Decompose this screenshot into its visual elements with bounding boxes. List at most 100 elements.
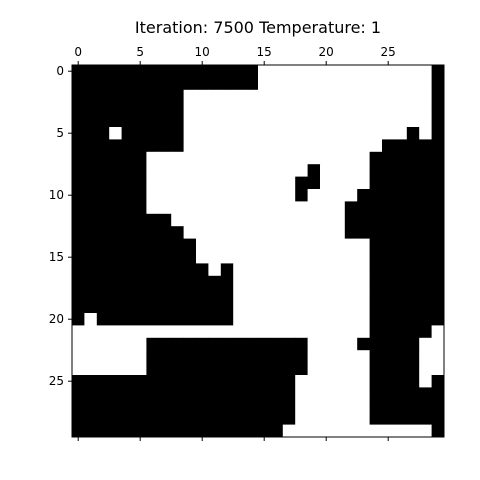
heatmap-cell: [344, 226, 358, 239]
heatmap-cell: [307, 189, 321, 202]
heatmap-cell: [183, 77, 197, 91]
heatmap-cell: [196, 288, 209, 301]
heatmap-cell: [134, 127, 147, 140]
x-tick-label: 15: [257, 45, 272, 59]
heatmap-cell: [196, 238, 209, 252]
heatmap-cell: [220, 412, 234, 425]
heatmap-cell: [84, 238, 98, 252]
heatmap-cell: [382, 89, 395, 103]
heatmap-cell: [171, 226, 184, 239]
heatmap-cell: [158, 139, 172, 153]
heatmap-cell: [171, 77, 184, 91]
heatmap-cell: [245, 424, 259, 438]
heatmap-cell: [282, 102, 296, 115]
heatmap-cell: [84, 127, 98, 140]
heatmap-cell: [382, 201, 395, 215]
heatmap-cell: [245, 114, 259, 128]
heatmap-cell: [158, 263, 172, 277]
heatmap-cell: [258, 226, 271, 239]
heatmap-cell: [258, 375, 271, 388]
heatmap-cell: [146, 251, 160, 264]
heatmap-cell: [220, 375, 234, 388]
heatmap-cell: [121, 127, 135, 140]
heatmap-cell: [183, 313, 197, 326]
heatmap-cell: [307, 251, 321, 264]
heatmap-cell: [369, 263, 383, 277]
heatmap-cell: [307, 412, 321, 425]
heatmap-cell: [171, 399, 184, 413]
heatmap-cell: [245, 151, 259, 165]
y-tick-label: 25: [49, 374, 64, 388]
heatmap-cell: [382, 263, 395, 277]
heatmap-cell: [158, 424, 172, 438]
heatmap-cell: [109, 102, 122, 115]
heatmap-cell: [394, 300, 408, 314]
heatmap-cell: [233, 127, 246, 140]
heatmap-cell: [369, 102, 383, 115]
heatmap-cell: [96, 424, 110, 438]
heatmap-cell: [158, 102, 172, 115]
heatmap-cell: [109, 424, 122, 438]
heatmap-cell: [282, 399, 296, 413]
heatmap-cell: [282, 313, 296, 326]
y-axis: 0 5 10 15 20 25: [49, 64, 72, 388]
heatmap-cell: [431, 275, 445, 289]
heatmap-cell: [121, 387, 135, 401]
heatmap-cell: [146, 139, 160, 153]
heatmap-cell: [332, 275, 346, 289]
heatmap-cell: [109, 337, 122, 351]
heatmap-cell: [382, 375, 395, 388]
heatmap-cell: [332, 387, 346, 401]
heatmap-cell: [146, 65, 160, 78]
heatmap-cell: [183, 350, 197, 363]
heatmap-cell: [208, 164, 222, 177]
heatmap-cell: [146, 226, 160, 239]
heatmap-cell: [171, 65, 184, 78]
heatmap-cell: [171, 263, 184, 277]
heatmap-cell: [369, 213, 383, 227]
heatmap-cell: [183, 127, 197, 140]
heatmap-cell: [320, 151, 333, 165]
heatmap-cell: [369, 375, 383, 388]
heatmap-cell: [109, 350, 122, 363]
heatmap-cell: [357, 399, 370, 413]
heatmap-cell: [419, 313, 432, 326]
heatmap-cell: [208, 288, 222, 301]
heatmap-cell: [357, 313, 370, 326]
heatmap-cell: [258, 189, 271, 202]
heatmap-cell: [320, 412, 333, 425]
heatmap-cell: [208, 114, 222, 128]
heatmap-cell: [320, 313, 333, 326]
heatmap-cell: [307, 424, 321, 438]
heatmap-cell: [344, 89, 358, 103]
heatmap-cell: [134, 114, 147, 128]
heatmap-cell: [96, 189, 110, 202]
heatmap-cell: [320, 127, 333, 140]
heatmap-cell: [72, 424, 85, 438]
heatmap-cell: [419, 176, 432, 190]
heatmap-cell: [419, 189, 432, 202]
heatmap-cell: [382, 313, 395, 326]
heatmap-cell: [357, 77, 370, 91]
heatmap-cell: [84, 213, 98, 227]
heatmap-cell: [72, 176, 85, 190]
heatmap-cell: [295, 213, 308, 227]
heatmap-cells: [72, 65, 445, 438]
heatmap-cell: [220, 201, 234, 215]
heatmap-cell: [96, 139, 110, 153]
heatmap-cell: [96, 114, 110, 128]
heatmap-cell: [344, 424, 358, 438]
heatmap-cell: [357, 89, 370, 103]
heatmap-cell: [270, 151, 284, 165]
heatmap-cell: [183, 399, 197, 413]
heatmap-cell: [332, 201, 346, 215]
heatmap-cell: [220, 189, 234, 202]
heatmap-cell: [320, 325, 333, 339]
heatmap-cell: [109, 77, 122, 91]
heatmap-cell: [282, 213, 296, 227]
heatmap-cell: [344, 375, 358, 388]
heatmap-cell: [72, 251, 85, 264]
heatmap-cell: [320, 251, 333, 264]
heatmap-cell: [245, 238, 259, 252]
heatmap-cell: [258, 263, 271, 277]
